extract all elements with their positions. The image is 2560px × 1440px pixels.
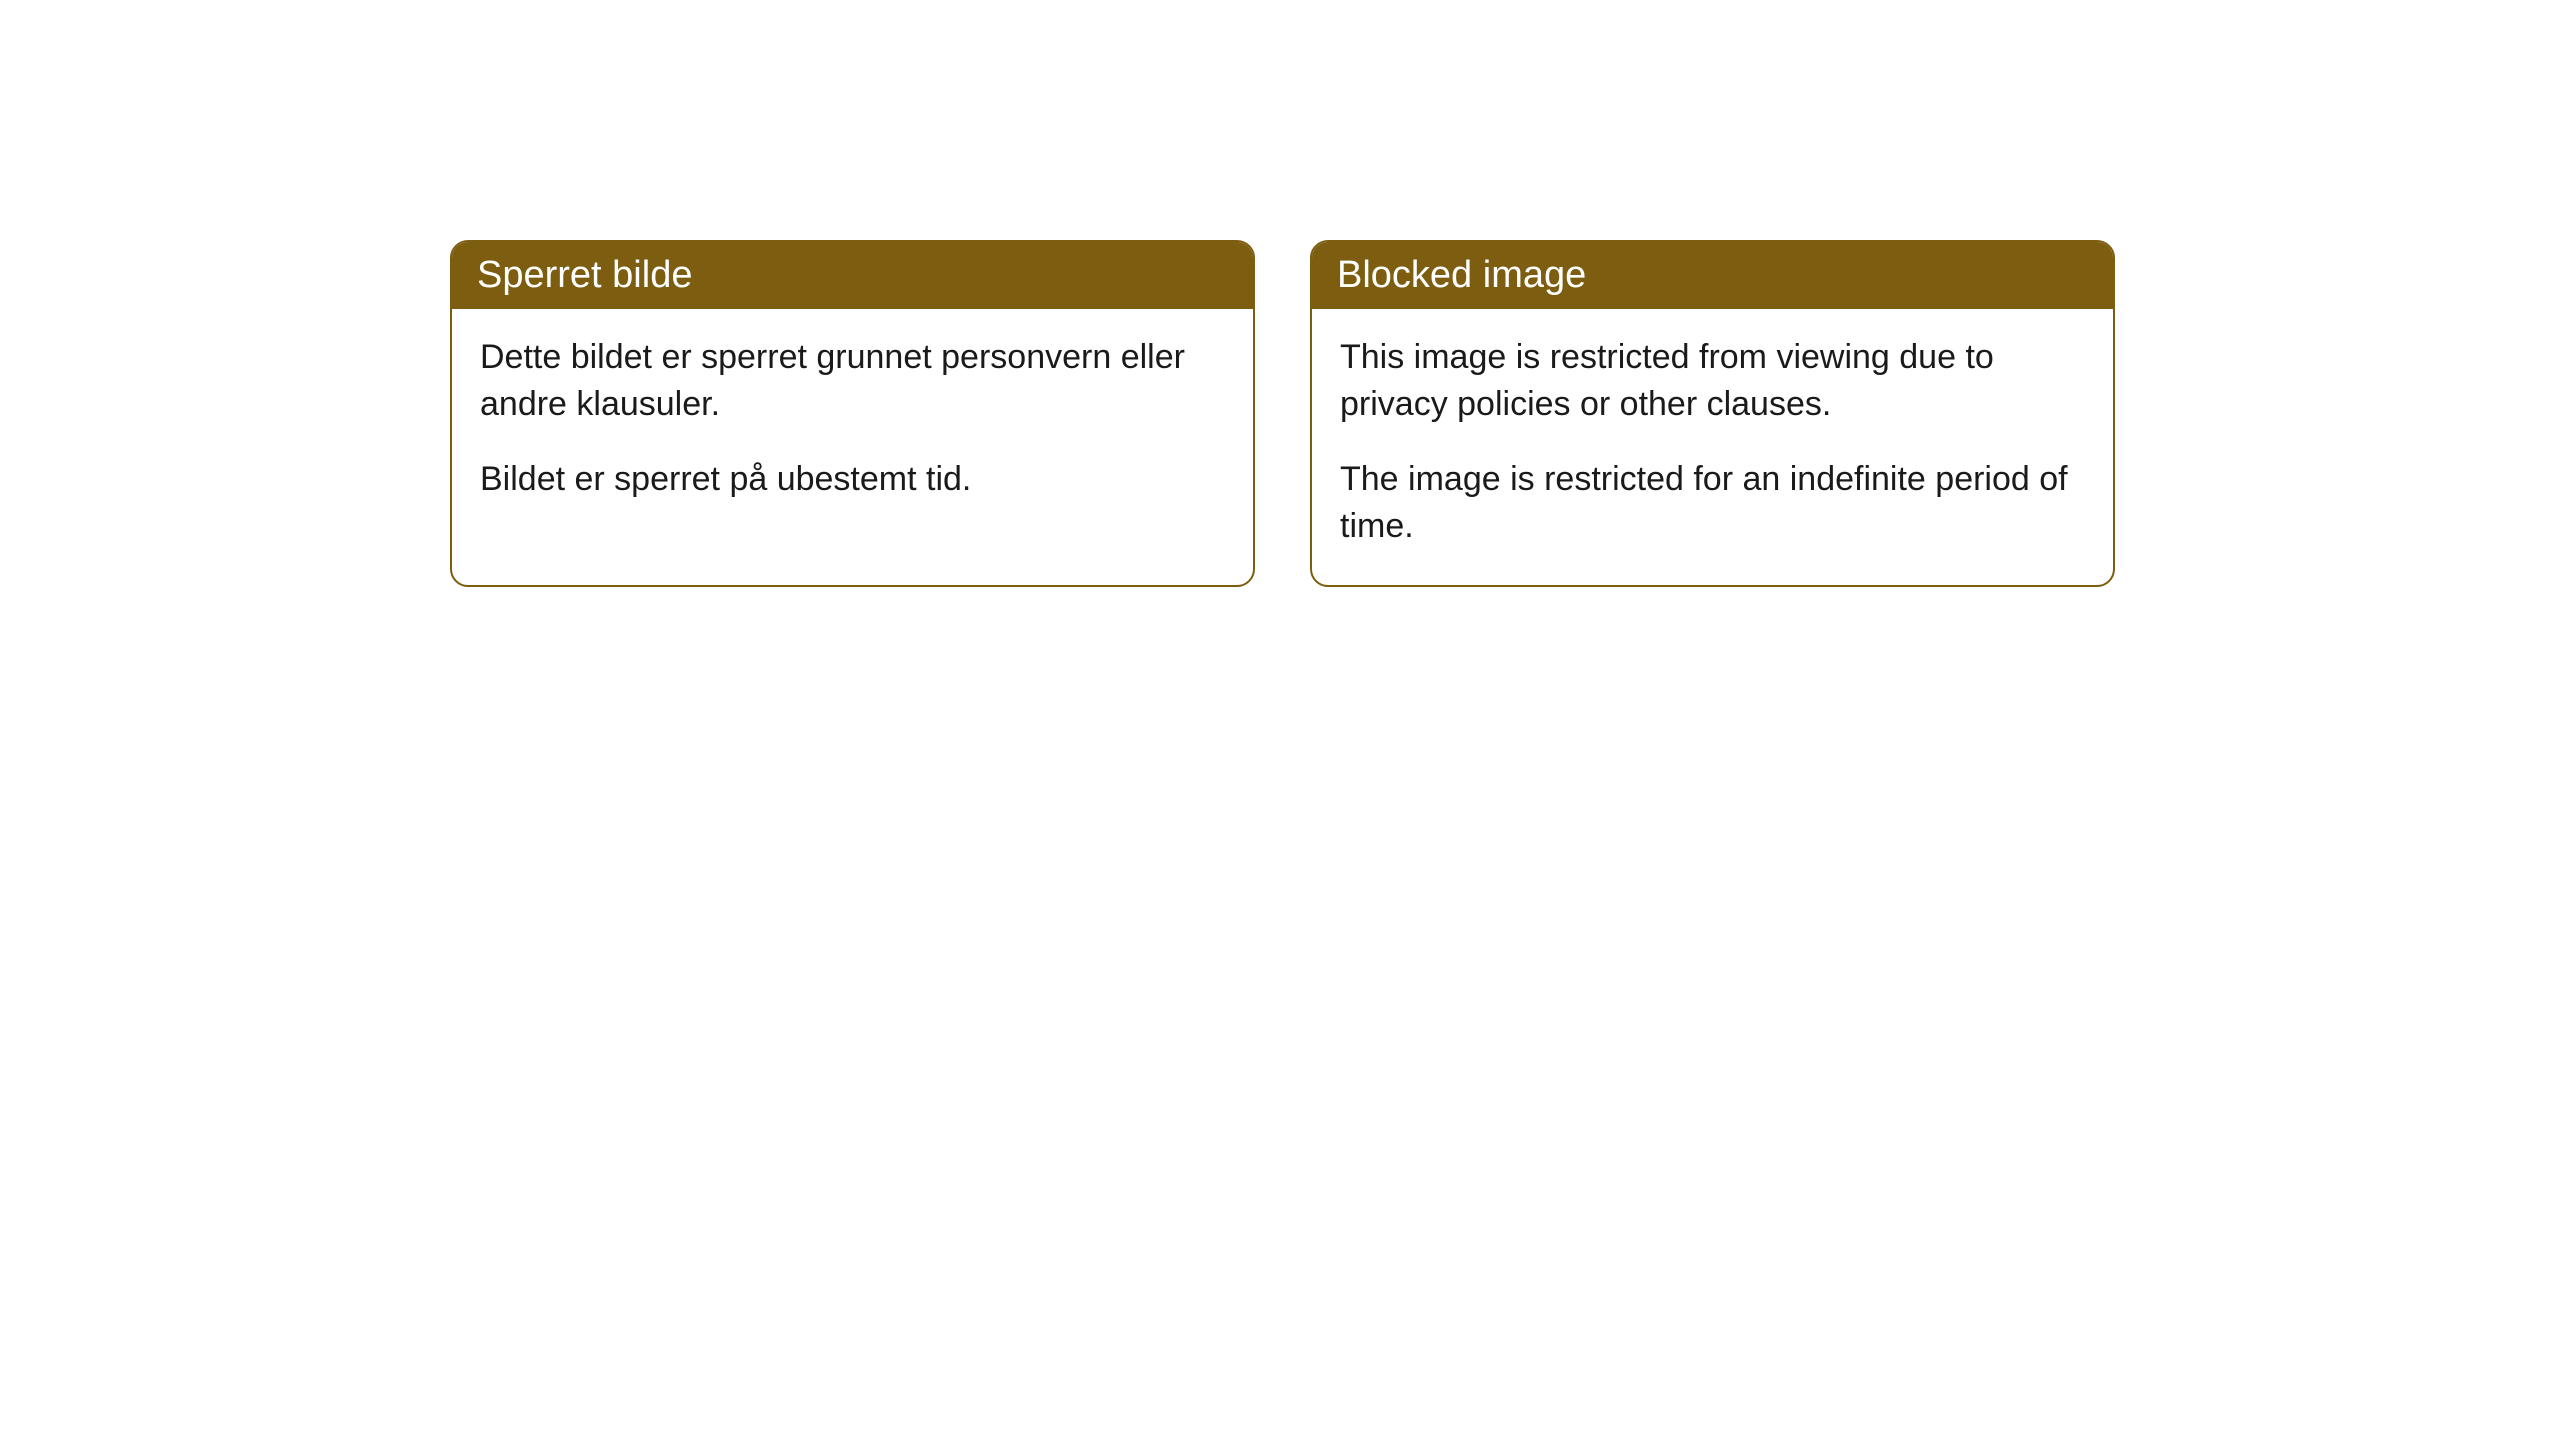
blocked-image-card-norwegian: Sperret bilde Dette bildet er sperret gr… [450, 240, 1255, 587]
card-header-norwegian: Sperret bilde [452, 242, 1253, 309]
card-header-english: Blocked image [1312, 242, 2113, 309]
notification-cards-container: Sperret bilde Dette bildet er sperret gr… [450, 240, 2115, 587]
card-paragraph-1: Dette bildet er sperret grunnet personve… [480, 334, 1225, 428]
card-paragraph-2: The image is restricted for an indefinit… [1340, 456, 2085, 550]
card-paragraph-2: Bildet er sperret på ubestemt tid. [480, 456, 1225, 503]
card-body-english: This image is restricted from viewing du… [1312, 309, 2113, 585]
card-title: Sperret bilde [477, 254, 692, 296]
card-title: Blocked image [1337, 254, 1586, 296]
blocked-image-card-english: Blocked image This image is restricted f… [1310, 240, 2115, 587]
card-paragraph-1: This image is restricted from viewing du… [1340, 334, 2085, 428]
card-body-norwegian: Dette bildet er sperret grunnet personve… [452, 309, 1253, 538]
